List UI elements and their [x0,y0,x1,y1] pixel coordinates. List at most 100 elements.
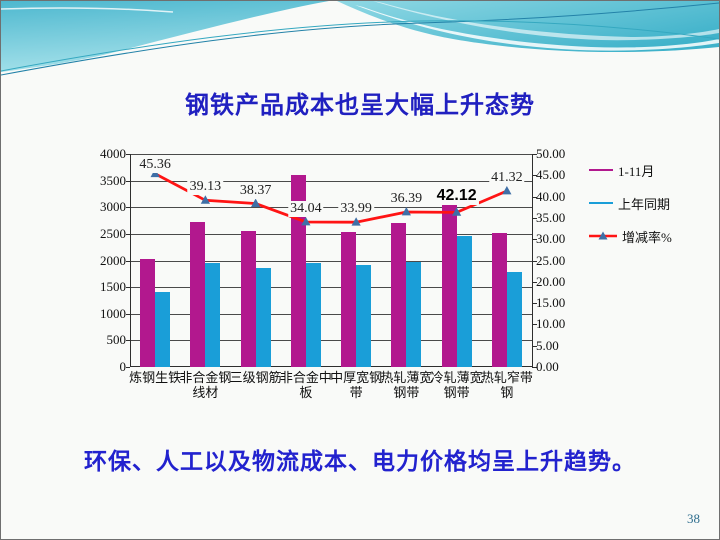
left-axis-tick [126,154,130,155]
bar-previous-period [205,262,221,367]
legend-line-swatch [589,202,613,204]
category-label: 热轧窄带 钢 [480,370,533,400]
category-label: 热轧薄宽 钢带 [380,370,433,400]
category-label: 三级钢筋 [229,370,282,385]
right-axis-tick-label: 0.00 [536,359,559,374]
bar-current-period [290,174,306,367]
category-label: 中厚宽钢 带 [330,370,383,400]
data-label: 42.12 [434,187,479,206]
legend-item: 增减率% [589,225,719,247]
legend-line-marker-swatch [589,231,617,240]
right-axis-tick-label: 30.00 [536,231,566,247]
gridline [130,313,532,315]
right-axis-tick-label: 35.00 [536,209,566,225]
bar-current-period [441,202,457,367]
gridline [130,154,532,155]
category-label: 冷轧薄宽 钢带 [430,370,483,400]
right-axis-tick [532,324,537,326]
left-axis-tick-label: 500 [106,332,127,348]
gridline [130,180,532,182]
legend-label: 1-11月 [618,163,655,179]
triangle-marker [150,168,160,178]
left-axis-tick-label: 0 [119,359,127,374]
gridline [130,260,532,262]
left-axis-tick [126,313,130,315]
data-label: 36.39 [388,190,425,207]
data-label: 34.04 [288,200,324,217]
bar-current-period [240,230,256,367]
right-axis-tick [532,281,537,283]
top-wave-decoration [1,1,719,76]
data-label: 41.32 [489,169,525,186]
bar-previous-period [506,272,522,367]
triangle-marker [301,216,311,226]
gridline [130,340,532,342]
data-label: 39.13 [187,179,224,196]
steel-cost-chart: 0 500 1000 1500 2000 2500 3000 3500 4000 0.00 5.00… [100,146,565,400]
left-axis-tick-label: 1500 [100,279,126,295]
left-axis-tick-label: 2000 [100,252,126,268]
left-axis-tick-label: 3500 [100,172,126,188]
growth-rate-polyline [154,172,508,224]
triangle-marker [502,185,512,195]
left-axis-tick [126,287,130,289]
left-axis-tick-label: 3000 [100,199,126,215]
legend-label: 上年同期 [618,196,671,212]
footer-text: 环保、人工以及物流成本、电力价格均呈上升趋势。 [84,448,636,474]
left-axis-tick-label: 2500 [100,225,126,241]
right-axis-tick [532,367,537,368]
right-axis-tick-label: 20.00 [536,273,566,289]
bar-current-period [140,259,156,367]
left-axis-tick [126,367,130,368]
triangle-marker [452,207,462,216]
slide-title: 钢铁产品成本也呈大幅上升态势 [185,92,535,119]
right-axis-tick-label: 15.00 [536,295,566,311]
right-axis-tick [532,217,537,219]
bar-previous-period [356,265,372,367]
right-axis-tick-label: 10.00 [536,316,566,332]
bar-previous-period [305,262,321,367]
right-axis-tick [532,154,537,155]
data-label: 33.99 [338,201,374,218]
data-label: 38.37 [237,182,274,199]
right-axis-tick [532,260,537,262]
right-axis-tick [532,303,537,305]
growth-rate-line [150,168,512,226]
gridline [130,233,532,235]
bar-previous-period [255,268,271,367]
legend-label: 增减率% [622,229,672,245]
triangle-marker [351,217,361,226]
category-label: 非合金中 板 [279,370,332,400]
right-axis-tick [532,175,537,177]
bar-current-period [491,232,507,367]
page-number: 38 [687,511,700,526]
left-axis-tick [126,260,130,262]
x-axis-line [130,366,532,367]
right-axis-tick [532,196,537,198]
left-axis-tick-label: 4000 [100,146,126,161]
legend-item: 1-11月 [589,159,719,181]
triangle-marker [401,206,411,216]
triangle-marker [251,198,261,207]
category-label: 炼钢生铁 [129,370,182,385]
triangle-marker [200,195,210,204]
right-axis-line [532,154,533,367]
category-label: 非合金钢 线材 [179,370,232,400]
legend-line-swatch [589,169,613,171]
right-axis-tick [532,345,537,347]
bar-current-period [391,223,407,367]
right-axis-tick [532,239,537,241]
legend-item: 上年同期 [589,192,719,214]
right-axis-tick-label: 25.00 [536,252,566,268]
left-axis-tick [126,233,130,235]
gridline [130,287,532,289]
right-axis-tick-label: 40.00 [536,188,566,204]
right-axis-tick-label: 45.00 [536,167,566,183]
bar-previous-period [406,261,422,367]
triangle-marker [598,231,608,240]
bar-current-period [190,222,206,367]
data-label: 45.36 [137,156,173,173]
gridline [130,207,532,209]
chart-legend: 1-11月上年同期增减率% [589,159,719,258]
